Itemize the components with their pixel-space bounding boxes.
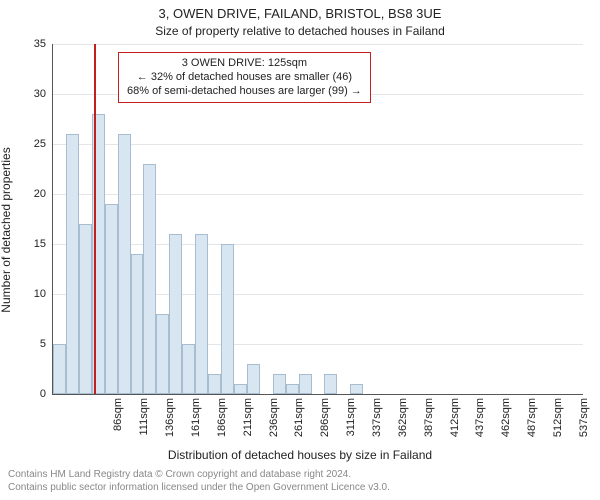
x-tick-label: 387sqm (423, 398, 435, 448)
grid-line (53, 44, 583, 45)
marker-info-box: 3 OWEN DRIVE: 125sqm← 32% of detached ho… (118, 52, 371, 103)
y-tick-label: 0 (6, 388, 46, 400)
plot-area: 3 OWEN DRIVE: 125sqm← 32% of detached ho… (52, 44, 583, 395)
x-tick-label: 437sqm (474, 398, 486, 448)
chart-container: 3, OWEN DRIVE, FAILAND, BRISTOL, BS8 3UE… (0, 0, 600, 500)
histogram-bar (195, 234, 208, 394)
x-tick-label: 487sqm (526, 398, 538, 448)
x-tick-label: 186sqm (216, 398, 228, 448)
footer-line1: Contains HM Land Registry data © Crown c… (8, 469, 390, 482)
y-tick-label: 10 (6, 288, 46, 300)
x-tick-label: 462sqm (500, 398, 512, 448)
histogram-bar (53, 344, 66, 394)
x-tick-label: 136sqm (164, 398, 176, 448)
histogram-bar (131, 254, 144, 394)
histogram-bar (118, 134, 131, 394)
x-tick-label: 412sqm (449, 398, 461, 448)
chart-title-line1: 3, OWEN DRIVE, FAILAND, BRISTOL, BS8 3UE (0, 6, 600, 21)
y-tick-label: 5 (6, 338, 46, 350)
grid-line (53, 144, 583, 145)
histogram-bar (143, 164, 156, 394)
info-box-line: 68% of semi-detached houses are larger (… (127, 85, 362, 99)
x-tick-label: 286sqm (319, 398, 331, 448)
y-tick-label: 35 (6, 38, 46, 50)
footer-attribution: Contains HM Land Registry data © Crown c… (8, 469, 390, 494)
histogram-bar (66, 134, 79, 394)
histogram-bar (105, 204, 118, 394)
marker-line (94, 44, 96, 394)
histogram-bar (350, 384, 363, 394)
histogram-bar (221, 244, 234, 394)
x-tick-label: 512sqm (552, 398, 564, 448)
y-tick-label: 15 (6, 238, 46, 250)
histogram-bar (182, 344, 195, 394)
histogram-bar (156, 314, 169, 394)
x-tick-label: 211sqm (242, 398, 254, 448)
x-tick-label: 161sqm (190, 398, 202, 448)
x-tick-label: 261sqm (293, 398, 305, 448)
x-tick-label: 111sqm (138, 398, 150, 448)
info-box-line: ← 32% of detached houses are smaller (46… (127, 71, 362, 85)
footer-line2: Contains public sector information licen… (8, 482, 390, 495)
x-tick-label: 537sqm (578, 398, 590, 448)
chart-title-line2: Size of property relative to detached ho… (0, 24, 600, 38)
y-tick-label: 30 (6, 88, 46, 100)
x-tick-label: 236sqm (268, 398, 280, 448)
x-tick-label: 337sqm (371, 398, 383, 448)
histogram-bar (79, 224, 92, 394)
y-tick-label: 25 (6, 138, 46, 150)
x-tick-label: 311sqm (345, 398, 357, 448)
histogram-bar (299, 374, 312, 394)
x-axis-label: Distribution of detached houses by size … (0, 448, 600, 462)
histogram-bar (273, 374, 286, 394)
histogram-bar (169, 234, 182, 394)
x-tick-label: 86sqm (112, 398, 124, 448)
histogram-bar (234, 384, 247, 394)
y-tick-label: 20 (6, 188, 46, 200)
histogram-bar (324, 374, 337, 394)
x-tick-label: 362sqm (397, 398, 409, 448)
histogram-bar (286, 384, 299, 394)
grid-line (53, 194, 583, 195)
histogram-bar (247, 364, 260, 394)
grid-line (53, 244, 583, 245)
histogram-bar (208, 374, 221, 394)
info-box-line: 3 OWEN DRIVE: 125sqm (127, 57, 362, 71)
